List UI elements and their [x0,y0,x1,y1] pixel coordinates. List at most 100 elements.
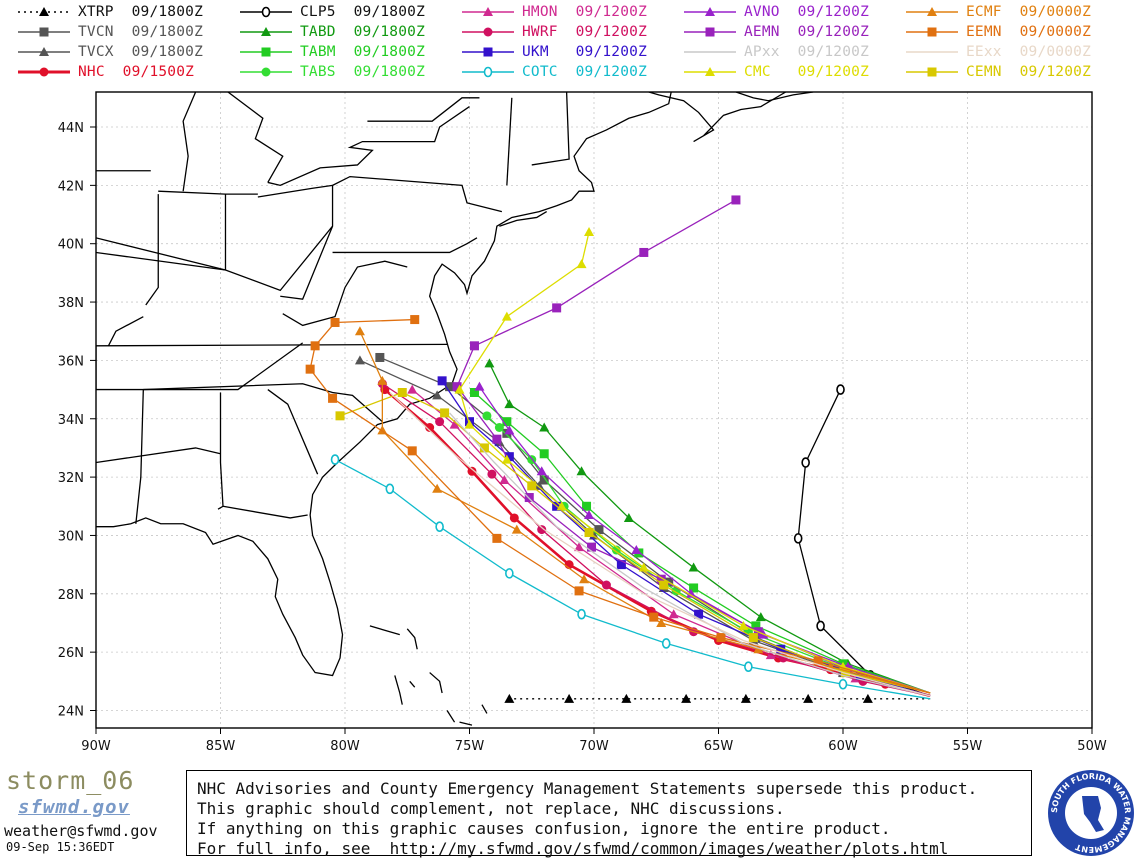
state-border [367,97,480,122]
lat-label: 26N [58,646,84,661]
lat-label: 38N [58,296,84,311]
track-point [552,303,562,313]
track-point [836,384,845,395]
track-point [574,542,585,552]
track-point [631,545,642,555]
track-point [574,586,584,596]
bahamas-island [406,628,418,650]
legend-entry: EExx 09/0000Z [902,42,1091,62]
legend-entry: HMON 09/1200Z [458,2,647,22]
legend-marker [39,67,49,77]
track-point [649,612,659,622]
track-point [449,419,460,429]
state-border [267,106,470,187]
legend-label: TABD 09/1800Z [300,24,426,40]
legend-label: HWRF 09/1200Z [522,24,648,40]
nova-scotia-coastline [648,92,787,143]
state-border [107,316,144,347]
lon-label: 90W [81,739,111,754]
lon-label: 80W [330,739,360,754]
track-line [797,389,931,697]
track-tabd [484,358,931,694]
track-point [504,452,514,462]
track-point [435,417,445,427]
track-point [623,512,634,522]
legend-label: CEMN 09/1200Z [966,64,1092,80]
track-line [488,363,931,694]
axes: 90W 85W 80W 75W 70W 65W 60W 55W 50W 24N 26N 28N 30N 3… [58,121,1107,754]
legend-marker [261,47,271,57]
track-point [748,633,758,643]
track-point [601,580,611,590]
track-point [825,661,836,671]
track-point [534,480,545,490]
track-point [425,423,435,433]
legend-entry: CLP5 09/1800Z [236,2,425,22]
grid [95,92,1093,728]
legend-label: EEMN 09/0000Z [966,24,1092,40]
legend-swatch [462,27,514,37]
legend-entry: XTRP 09/1800Z [14,2,203,22]
lat-label: 42N [58,179,84,194]
track-point [661,638,671,649]
track-point [694,609,704,619]
track-point [716,633,726,643]
legend-swatch [18,27,70,37]
legend-label: EExx 09/0000Z [966,44,1092,60]
track-point [584,528,594,538]
track-point [445,382,455,392]
legend-label: HMON 09/1200Z [522,4,648,20]
legend-label: COTC 09/1200Z [522,64,648,80]
track-point [305,364,315,374]
track-point [744,661,753,673]
track-point [539,475,549,485]
track-point [639,247,649,257]
track-point [482,411,492,421]
lat-label: 32N [58,471,84,486]
legend-label: APxx 09/1200Z [744,44,870,60]
sfwmd-seal-logo: SOUTH FLORIDA WATER MANAGEMENT [1048,770,1134,856]
track-point [502,417,512,427]
track-point [410,315,420,325]
track-point [803,693,814,703]
disclaimer-box: NHC Advisories and County Emergency Mana… [186,770,1032,858]
track-point [454,384,465,394]
state-border [227,92,284,183]
track-eexx [389,392,931,697]
track-point [469,341,479,351]
legend-marker [483,66,493,78]
bahamas-island [394,675,403,705]
track-point [509,513,519,523]
legend-entry: TABS 09/1800Z [236,62,425,82]
legend-entry: NHC 09/1500Z [14,62,194,82]
legend-marker [705,27,715,37]
legend-marker [261,67,271,77]
track-point [616,560,626,570]
legend-swatch [906,27,958,37]
disclaimer-line: If anything on this graphic causes confu… [197,819,891,838]
contact-email: weather@sfwmd.gov [4,822,158,840]
track-point [816,620,825,632]
track-point [689,583,699,593]
lon-label: 55W [953,739,983,754]
state-border [96,237,226,271]
track-point [813,656,823,666]
track-point [492,533,502,543]
track-point [668,609,679,619]
track-point [464,419,475,429]
track-point [801,457,810,468]
track-point [452,382,462,392]
track-xtrp [504,693,931,703]
legend-label: ECMF 09/0000Z [966,4,1092,20]
track-line [359,330,931,694]
state-border [145,194,159,306]
legend-swatch [906,7,958,16]
track-point [584,510,595,520]
us-coastline [96,92,672,677]
state-border [257,184,333,198]
legend-swatch [240,47,292,57]
track-point [432,390,443,400]
state-border [267,389,319,475]
legend-swatch [684,51,736,53]
track-point [484,358,495,368]
